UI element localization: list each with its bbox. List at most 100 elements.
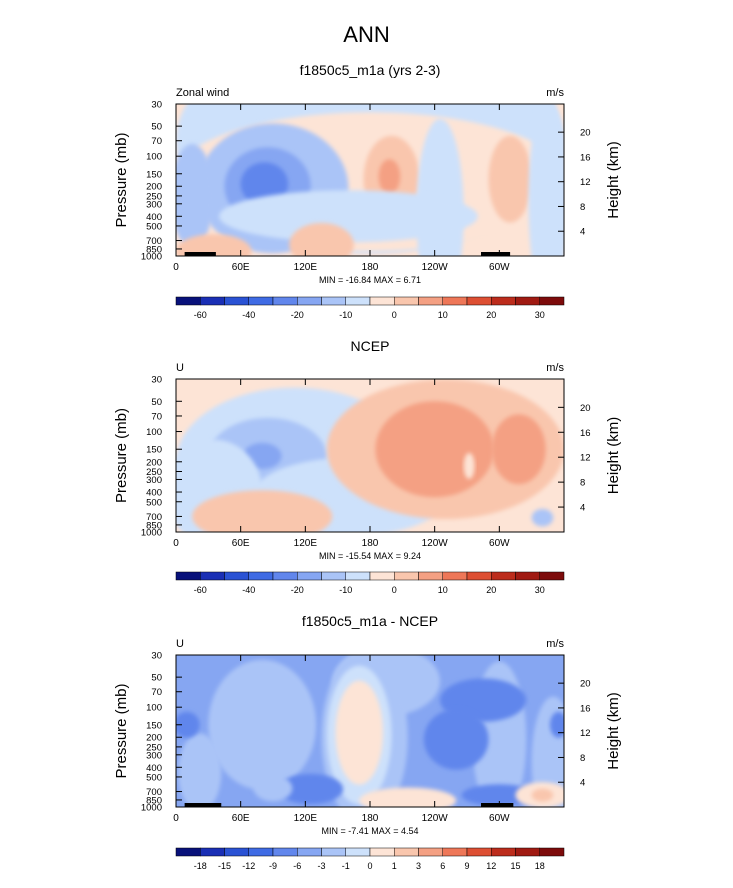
colorbar-label: -1: [342, 861, 350, 871]
x-tick-label: 120W: [422, 262, 449, 273]
y-tick-label: 150: [146, 169, 162, 180]
height-tick-label: 12: [580, 728, 591, 739]
y-tick-label: 400: [146, 763, 162, 774]
y-tick-label: 100: [146, 152, 162, 163]
colorbar-box: [175, 296, 201, 306]
colorbar-label: -20: [291, 585, 304, 595]
colorbar-label: 20: [486, 585, 496, 595]
colorbar-box: [297, 571, 322, 581]
contour-field: [176, 655, 564, 807]
panel-title: NCEP: [351, 338, 390, 354]
colorbar-label: 30: [535, 585, 545, 595]
colorbar-box: [224, 847, 249, 857]
panel-units-label: m/s: [546, 362, 564, 374]
contour-region-15: [359, 787, 457, 807]
colorbar-box: [369, 847, 395, 857]
x-tick-label: 120E: [294, 262, 318, 273]
colorbar-box: [491, 571, 516, 581]
contour-field: [176, 379, 564, 532]
colorbar-box: [272, 296, 298, 306]
x-tick-label: 60E: [232, 813, 250, 824]
y-axis-right-label: Height (km): [605, 417, 622, 495]
x-tick-label: 60E: [232, 262, 250, 273]
colorbar-box: [491, 847, 516, 857]
colorbar-label: -10: [339, 310, 352, 320]
colorbar-box: [175, 571, 201, 581]
contour-region-8: [178, 733, 222, 807]
figure-title: ANN: [343, 22, 390, 47]
colorbar-label: 15: [510, 861, 520, 871]
y-tick-label: 500: [146, 772, 162, 783]
colorbar-label: 0: [392, 310, 397, 320]
colorbar-label: -10: [339, 585, 352, 595]
y-tick-label: 700: [146, 512, 162, 523]
y-tick-label: 70: [151, 411, 162, 422]
colorbar: -60 -40 -20 -10 0 10 20 30: [175, 296, 565, 320]
contour-region-8: [378, 159, 401, 194]
y-tick-label: 30: [151, 375, 162, 386]
contour-region-13: [289, 223, 354, 256]
height-tick-label: 20: [580, 403, 591, 414]
colorbar-label: 20: [486, 310, 496, 320]
colorbar-box: [175, 847, 201, 857]
height-tick-label: 12: [580, 453, 591, 464]
y-tick-label: 200: [146, 733, 162, 744]
colorbar-box: [297, 296, 322, 306]
contour-region-9: [463, 452, 475, 480]
colorbar-box: [200, 847, 225, 857]
panel-left-label: U: [176, 638, 184, 650]
colorbar-box: [539, 571, 565, 581]
colorbar: -60 -40 -20 -10 0 10 20 30: [175, 571, 565, 595]
contour-region-2: [208, 659, 317, 790]
contour-region-10: [423, 709, 489, 770]
colorbar-box: [466, 847, 492, 857]
colorbar-box: [442, 296, 468, 306]
colorbar-box: [369, 571, 395, 581]
colorbar-box: [442, 847, 468, 857]
colorbar-box: [224, 296, 249, 306]
colorbar-box: [539, 847, 565, 857]
land-bar-1: [184, 803, 222, 807]
contour-region-14: [176, 234, 252, 256]
colorbar-box: [442, 571, 468, 581]
min-max-stats: MIN = -15.54 MAX = 9.24: [319, 551, 421, 561]
y-axis-label: Pressure (mb): [113, 683, 130, 778]
panel-3: 0 60E 120E 180 120W 60W3050701001502002503004…: [113, 613, 622, 871]
colorbar-box: [491, 296, 516, 306]
colorbar-label: -40: [242, 585, 255, 595]
y-tick-label: 30: [151, 100, 162, 111]
colorbar-label: -15: [218, 861, 231, 871]
contour-region-11: [528, 104, 564, 256]
colorbar-label: 18: [535, 861, 545, 871]
height-tick-label: 8: [580, 753, 585, 764]
colorbar-box: [466, 571, 492, 581]
min-max-stats: MIN = -16.84 MAX = 6.71: [319, 275, 421, 285]
land-bar-2: [481, 252, 511, 256]
contour-region-12: [549, 711, 564, 738]
colorbar-box: [321, 296, 346, 306]
colorbar-label: -6: [293, 861, 301, 871]
colorbar-label: -3: [317, 861, 325, 871]
height-tick-label: 4: [580, 227, 585, 238]
height-tick-label: 4: [580, 778, 585, 789]
x-tick-label: 180: [362, 813, 379, 824]
y-tick-label: 50: [151, 673, 162, 684]
colorbar-box: [394, 296, 419, 306]
contour-region-13: [278, 773, 344, 805]
y-tick-label: 200: [146, 182, 162, 193]
y-tick-label: 500: [146, 221, 162, 232]
height-tick-label: 16: [580, 428, 591, 439]
colorbar-label: 1: [392, 861, 397, 871]
x-tick-label: 60E: [232, 538, 250, 549]
colorbar-label: -60: [194, 585, 207, 595]
colorbar: -18 -15 -12 -9 -6 -3 -1 0 1 3 6 9 12 15 18: [175, 847, 565, 871]
colorbar-box: [515, 296, 540, 306]
colorbar-box: [200, 571, 225, 581]
y-tick-label: 100: [146, 427, 162, 438]
colorbar-box: [418, 296, 443, 306]
y-axis-label: Pressure (mb): [113, 132, 130, 227]
height-tick-label: 20: [580, 679, 591, 690]
colorbar-box: [394, 571, 419, 581]
y-tick-label: 400: [146, 212, 162, 223]
